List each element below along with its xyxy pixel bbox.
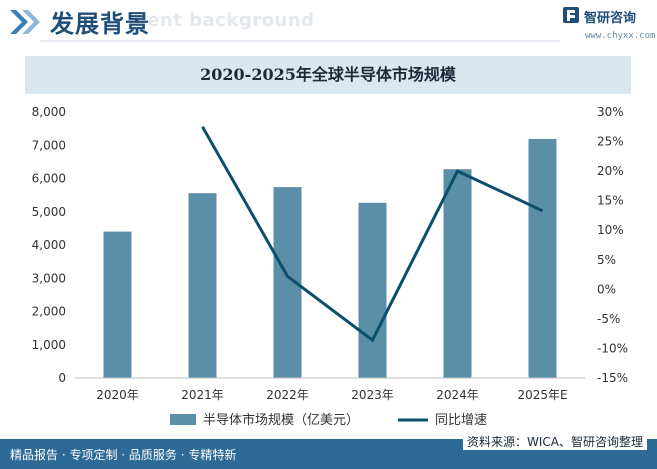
y-left-tick-label: 6,000 [32, 172, 66, 186]
y-right-tick-label: 10% [597, 223, 624, 237]
chart-title-panel [25, 56, 631, 94]
bar [103, 231, 132, 378]
x-tick-label: 2020年 [96, 388, 139, 402]
legend-line-label: 同比增速 [435, 413, 487, 428]
source-note: 资料来源：WICA、智研咨询整理 [463, 433, 647, 450]
bar [528, 138, 557, 378]
y-right-tick-label: 20% [597, 164, 624, 178]
x-tick-label: 2021年 [181, 388, 224, 402]
bar [443, 169, 472, 378]
header-chevron-icon [10, 10, 40, 34]
y-left-tick-label: 7,000 [32, 138, 66, 152]
y-right-tick-label: 30% [597, 105, 624, 119]
x-tick-label: 2023年 [351, 388, 394, 402]
y-right-tick-label: -10% [597, 341, 628, 355]
y-left-tick-label: 1,000 [32, 338, 66, 352]
growth-rate-line [201, 126, 544, 343]
y-left-tick-label: 0 [58, 371, 66, 385]
y-left-tick-label: 8,000 [32, 105, 66, 119]
page-header: ment background 发展背景 智研咨询 www.chyxx.com [0, 0, 657, 44]
y-right-tick-label: 0% [597, 282, 616, 296]
legend-bar-swatch [170, 414, 196, 425]
y-left-tick-label: 3,000 [32, 271, 66, 285]
legend-bar-label: 半导体市场规模（亿美元） [203, 412, 359, 428]
chart-title: 2020-2025年全球半导体市场规模 [200, 65, 456, 84]
y-right-tick-label: -15% [597, 371, 628, 385]
brand-logo-icon [563, 7, 579, 23]
x-tick-label: 2024年 [436, 388, 479, 402]
footer-tagline: 精品报告 · 专项定制 · 品质服务 · 专精特新 [10, 448, 237, 462]
bar [188, 193, 217, 378]
brand-url: www.chyxx.com [585, 31, 656, 41]
x-tick-label: 2022年 [266, 388, 309, 402]
y-right-tick-label: 25% [597, 135, 624, 149]
header-divider [40, 40, 560, 42]
y-right-tick-label: -5% [597, 312, 620, 326]
page-title: 发展背景 [50, 10, 150, 38]
brand-name: 智研咨询 [584, 11, 637, 26]
bar [358, 202, 387, 378]
y-left-tick-label: 2,000 [32, 305, 66, 319]
y-left-tick-label: 5,000 [32, 205, 66, 219]
header-watermark-text: ment background [128, 10, 315, 31]
y-left-tick-label: 4,000 [32, 238, 66, 252]
y-right-tick-label: 5% [597, 253, 616, 267]
x-tick-label: 2025年E [517, 388, 567, 402]
y-right-tick-label: 15% [597, 194, 624, 208]
